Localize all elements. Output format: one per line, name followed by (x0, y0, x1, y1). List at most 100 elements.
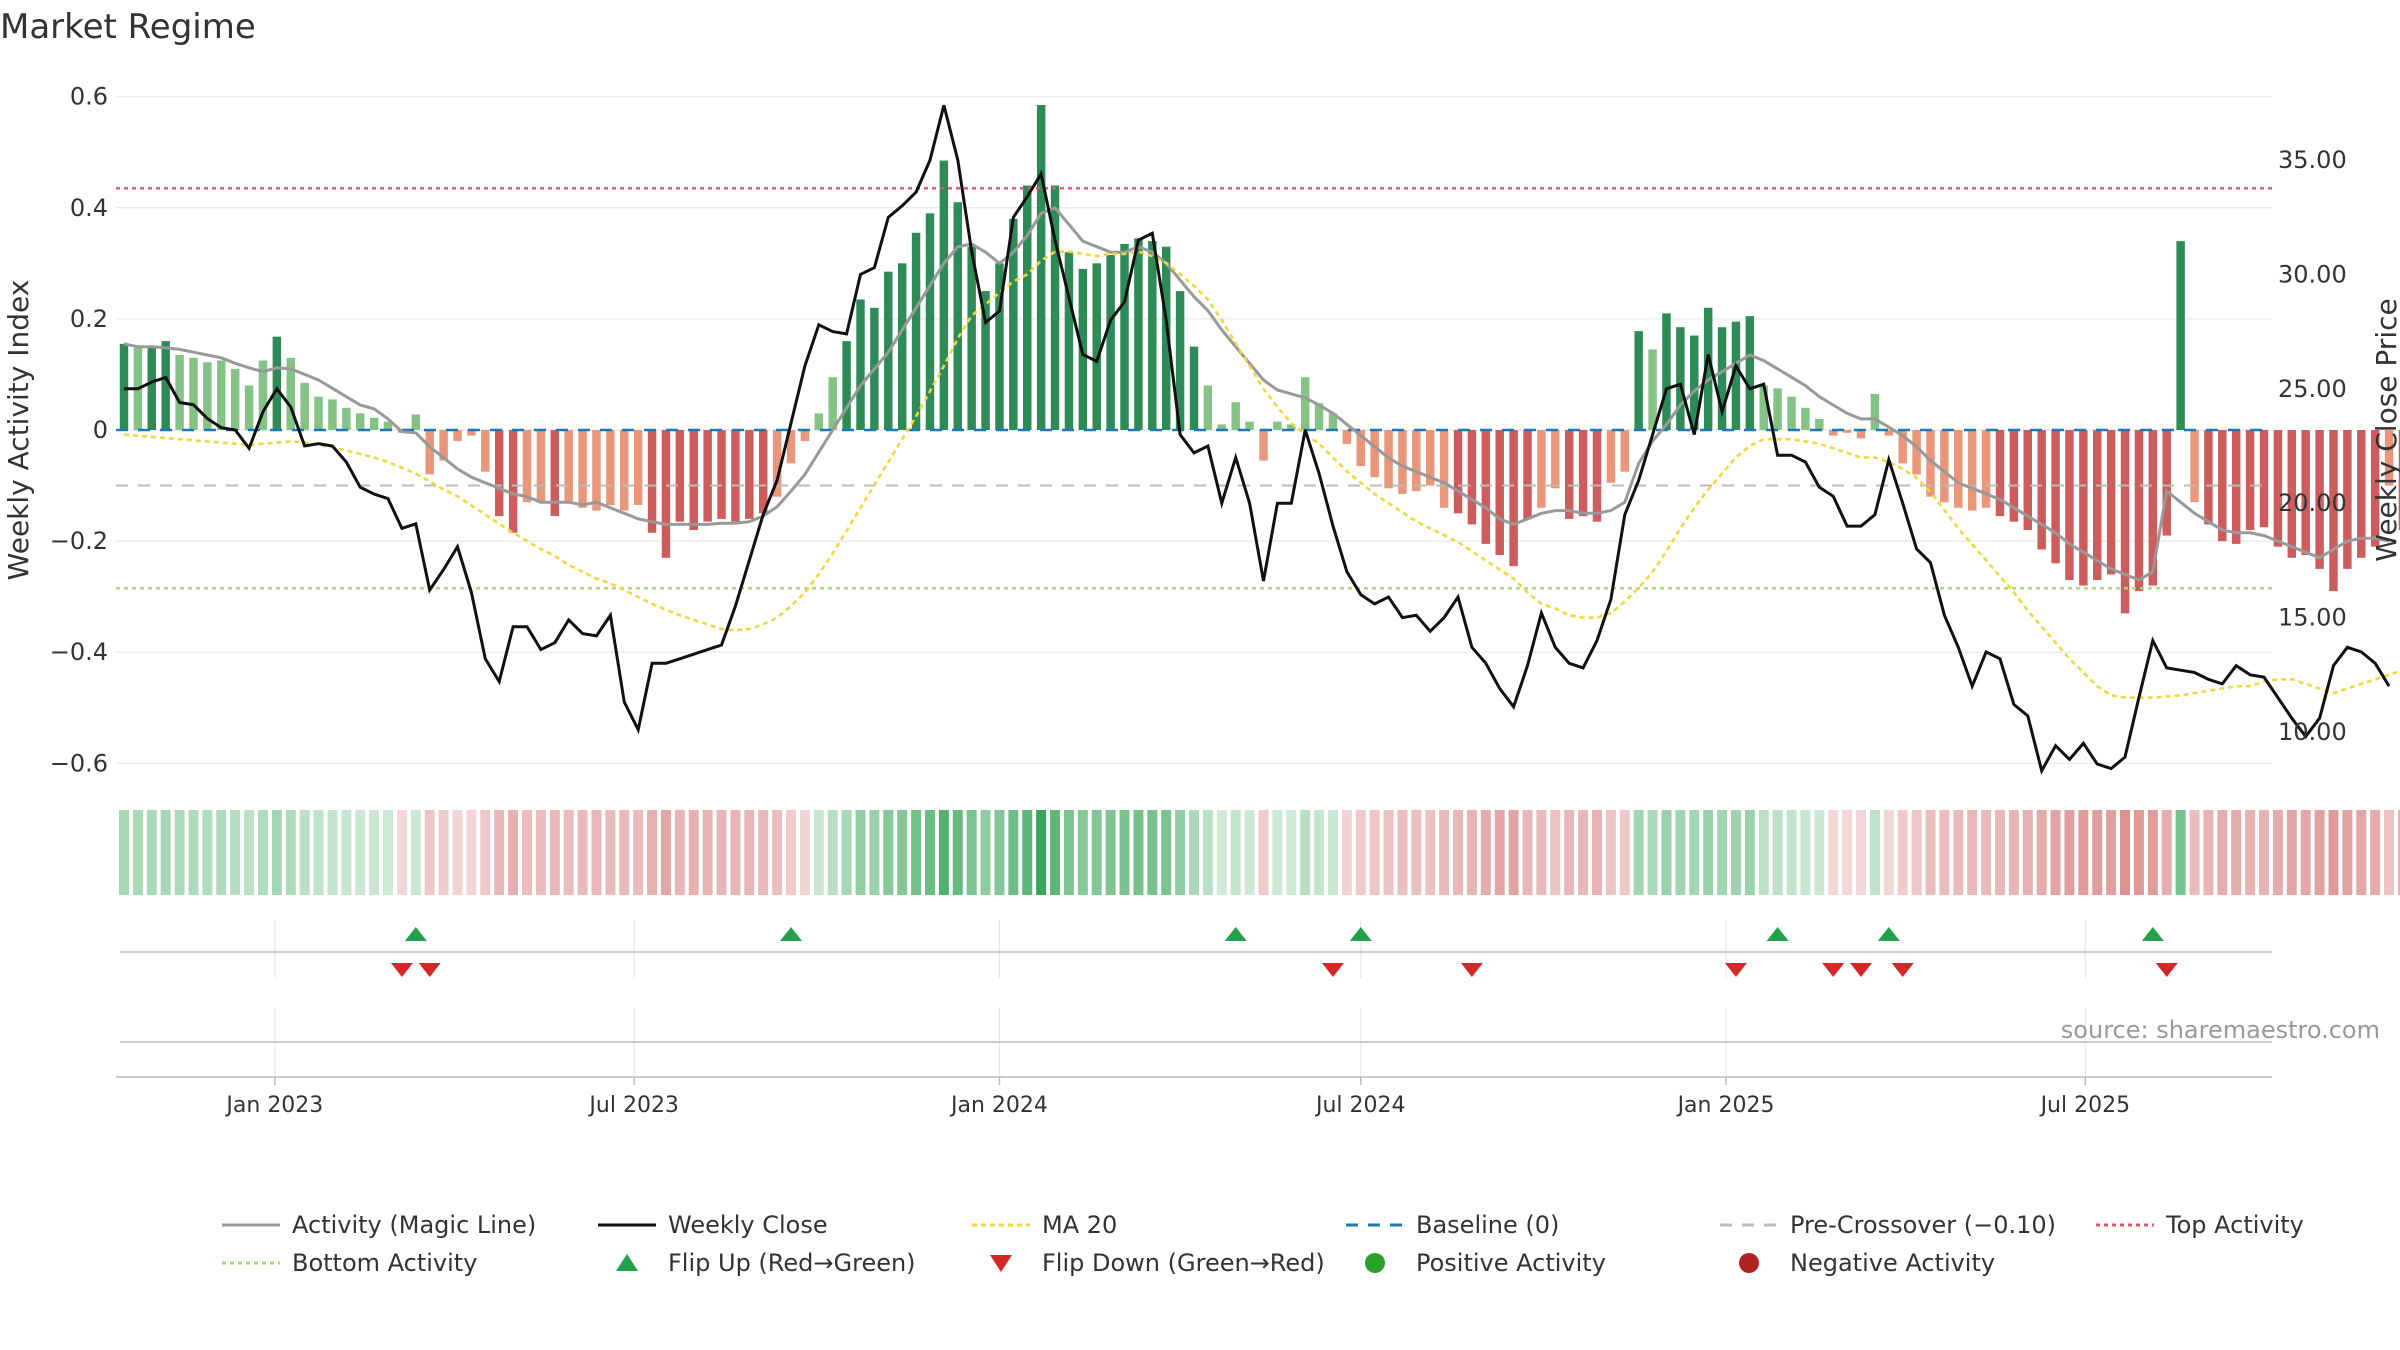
activity-bar (467, 430, 476, 436)
regime-strip-cell (132, 810, 143, 895)
activity-bar (1356, 430, 1365, 467)
regime-strip-cell (2342, 810, 2353, 895)
activity-bar (508, 430, 518, 533)
regime-strip-cell (410, 810, 421, 895)
regime-strip-cell (1578, 810, 1589, 895)
regime-strip-cell (1522, 810, 1533, 895)
regime-strip-cell (1453, 810, 1464, 895)
activity-bar (522, 430, 532, 503)
activity-bar (967, 246, 976, 430)
activity-bar (2301, 430, 2310, 555)
activity-bar (1551, 430, 1560, 489)
activity-bar (828, 377, 837, 430)
legend-swatch (1365, 1253, 1385, 1273)
legend-label: Activity (Magic Line) (292, 1211, 536, 1239)
regime-strip-cell (1981, 810, 1992, 895)
x-tick-label: Jan 2024 (949, 1093, 1048, 1118)
regime-strip-cell (577, 810, 588, 895)
regime-strip-cell (786, 810, 797, 895)
activity-bar (1940, 430, 1949, 503)
ma20-line (123, 250, 2400, 699)
regime-strip-cell (2370, 810, 2381, 895)
activity-bar (383, 421, 393, 430)
activity-bar (1662, 313, 1671, 430)
regime-strip-cell (1758, 810, 1769, 895)
activity-bar (911, 232, 921, 430)
flip-up-marker (1349, 927, 1372, 941)
regime-strip-cell (2064, 810, 2075, 895)
activity-bar (2218, 430, 2227, 542)
regime-strip-cell (813, 810, 824, 895)
regime-strip-cell (2106, 810, 2117, 895)
regime-strip-cell (2203, 810, 2214, 895)
activity-bar (953, 202, 962, 430)
regime-strip-cell (2397, 810, 2400, 895)
activity-bar (356, 413, 365, 430)
regime-strip-cell (1939, 810, 1950, 895)
activity-bar (1467, 430, 1477, 525)
activity-bar (2134, 430, 2144, 592)
activity-bar (800, 430, 810, 442)
activity-bar (1842, 430, 1852, 433)
activity-bar (703, 430, 712, 522)
source-credit: source: sharemaestro.com (2061, 1016, 2380, 1044)
regime-strip-cell (883, 810, 894, 895)
flip-down-marker (1822, 963, 1845, 977)
regime-strip-cell (647, 810, 658, 895)
activity-bar (2357, 430, 2366, 558)
legend-item: Top Activity (2096, 1211, 2304, 1239)
regime-strip-cell (1828, 810, 1839, 895)
regime-strip-cell (285, 810, 296, 895)
regime-strip-cell (313, 810, 324, 895)
activity-bar (342, 407, 351, 430)
regime-strip-cell (535, 810, 546, 895)
activity-bar (1273, 421, 1282, 430)
regime-strip-cell (563, 810, 574, 895)
regime-strip-cell (480, 810, 491, 895)
activity-bar (411, 414, 421, 430)
regime-strip-cell (938, 810, 949, 895)
activity-bar (661, 430, 671, 558)
right-tick-label: 25.00 (2278, 375, 2347, 403)
x-tick-label: Jan 2025 (1676, 1093, 1775, 1118)
activity-bar (1287, 424, 1296, 430)
left-axis-label: Weekly Activity Index (2, 280, 35, 581)
regime-strip-cell (1550, 810, 1561, 895)
activity-bar (717, 430, 726, 519)
activity-bar (2329, 430, 2338, 592)
regime-strip-cell (1869, 810, 1880, 895)
regime-strip-cell (799, 810, 810, 895)
activity-bar (1509, 430, 1518, 567)
activity-bar (1009, 218, 1018, 430)
flip-down-marker (1460, 963, 1483, 977)
activity-bar (1259, 430, 1268, 461)
left-tick-label: 0.6 (70, 83, 108, 111)
activity-bar (2148, 430, 2158, 586)
regime-strip-cell (1230, 810, 1241, 895)
activity-bar (2190, 430, 2199, 503)
activity-bar (1203, 385, 1213, 430)
regime-strip-cell (2050, 810, 2061, 895)
left-tick-label: 0.2 (70, 305, 108, 333)
activity-bar (1634, 331, 1643, 430)
regime-strip-cell (174, 810, 185, 895)
regime-strip-cell (633, 810, 644, 895)
activity-bar (1148, 241, 1157, 430)
regime-strip-cell (2300, 810, 2311, 895)
activity-bar (925, 213, 935, 430)
activity-bar (633, 430, 643, 505)
activity-bar (731, 430, 740, 522)
activity-bar (1759, 385, 1768, 430)
activity-bar (939, 160, 949, 431)
activity-bar (675, 430, 685, 522)
regime-strip-cell (2245, 810, 2256, 895)
activity-bar (203, 362, 212, 430)
regime-strip-cell (2092, 810, 2103, 895)
regime-strip-cell (508, 810, 519, 895)
legend-swatch (990, 1255, 1012, 1272)
activity-bar (592, 430, 601, 511)
regime-strip-cell (2259, 810, 2269, 895)
regime-strip-cell (1925, 810, 1936, 895)
